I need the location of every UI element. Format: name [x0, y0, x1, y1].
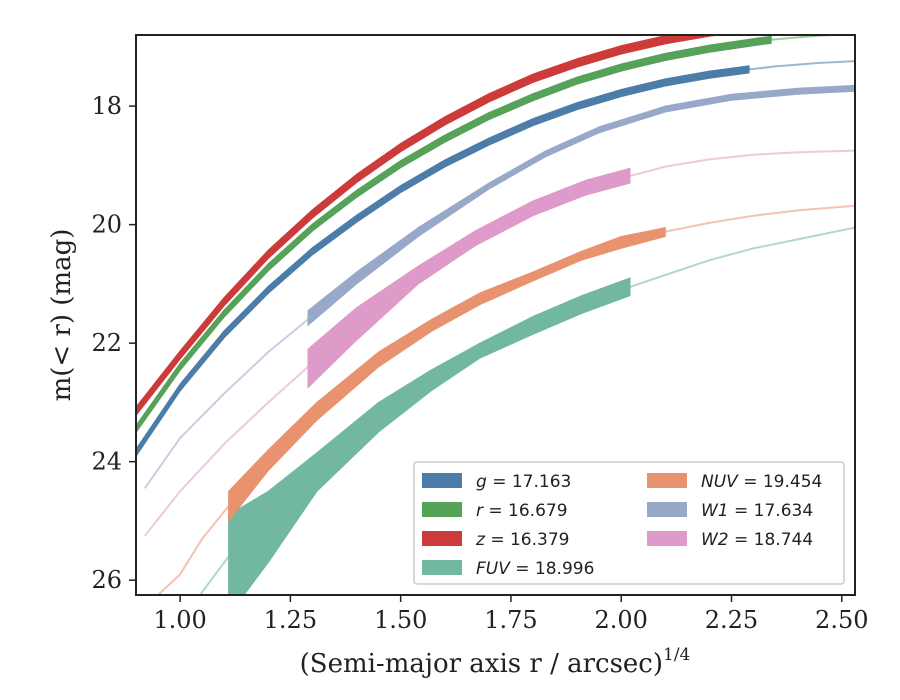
legend-label-value: = 16.379	[485, 530, 570, 550]
series-w1-extrapolation	[143, 318, 309, 489]
legend-item-g: g = 17.163	[422, 472, 571, 492]
y-tick-label: 18	[91, 92, 122, 120]
x-tick-label: 1.25	[264, 606, 317, 634]
series-z	[136, 17, 855, 417]
legend-swatch	[647, 531, 687, 546]
series-w2-extrapolation-outer	[629, 149, 855, 177]
series-w2	[144, 149, 855, 537]
legend-swatch	[422, 560, 462, 575]
series-w2-band	[307, 167, 631, 389]
series-w1-band	[307, 84, 855, 327]
legend-item-z: z = 16.379	[422, 530, 569, 550]
legend-label-var: g	[476, 472, 487, 492]
legend-label: g = 17.163	[476, 472, 571, 492]
series-r	[136, 35, 852, 434]
series-z-extrapolation	[798, 17, 855, 21]
series-z-band	[136, 35, 723, 417]
legend-swatch	[422, 502, 462, 517]
y-tick-label: 26	[91, 566, 122, 594]
series-w2-extrapolation	[144, 366, 309, 537]
legend-label-var: FUV	[476, 559, 511, 579]
legend-label: z = 16.379	[475, 530, 569, 550]
series-r-extrapolation	[771, 35, 852, 41]
x-tick-label: 1.00	[153, 606, 206, 634]
series-fuv	[199, 226, 855, 595]
legend-item-fuv: FUV = 18.996	[422, 559, 594, 579]
plot-frame	[135, 34, 856, 596]
legend-label-var: W2	[701, 530, 729, 550]
legend-label-value: = 17.163	[487, 472, 572, 492]
legend-label-var: W1	[701, 501, 729, 521]
legend-item-w1: W1 = 17.634	[647, 501, 813, 521]
legend-item-r: r = 16.679	[422, 501, 568, 521]
x-axis-label-main: (Semi-major axis r / arcsec)	[300, 649, 663, 679]
x-tick-label: 2.00	[594, 606, 647, 634]
legend-label: NUV = 19.454	[701, 472, 822, 492]
series-g	[136, 60, 855, 458]
legend-label: FUV = 18.996	[476, 559, 594, 579]
series-fuv-band	[228, 277, 631, 595]
x-tick-label: 2.25	[705, 606, 758, 634]
legend-item-nuv: NUV = 19.454	[647, 472, 822, 492]
y-tick-label: 24	[91, 448, 122, 476]
series-nuv	[157, 204, 855, 595]
legend-label-var: NUV	[701, 472, 739, 492]
legend-label-value: = 18.744	[729, 530, 814, 550]
x-axis-label-exponent: 1/4	[663, 645, 690, 665]
series-r-band	[136, 35, 772, 434]
legend-label-value: = 17.634	[729, 501, 814, 521]
legend-label: r = 16.679	[476, 501, 568, 521]
y-axis: 18 20 22 24 26	[91, 92, 136, 594]
x-tick-label: 1.75	[484, 606, 537, 634]
x-tick-label: 1.50	[374, 606, 427, 634]
legend-label-var: z	[475, 530, 486, 550]
y-tick-label: 22	[91, 329, 122, 357]
legend-label: W2 = 18.744	[701, 530, 813, 550]
legend-label-var: r	[476, 501, 484, 521]
legend-box	[413, 461, 845, 585]
legend-swatch	[647, 502, 687, 517]
x-axis-label: (Semi-major axis r / arcsec)1/4	[300, 645, 691, 679]
legend-swatch	[422, 531, 462, 546]
legend-label-value: = 16.679	[483, 501, 568, 521]
legend-label-value: = 19.454	[738, 472, 823, 492]
legend-swatch	[647, 473, 687, 488]
legend-swatch	[422, 473, 462, 488]
series-fuv-extrapolation-outer	[629, 226, 855, 288]
series-nuv-band	[228, 226, 666, 523]
y-axis-label: m(< r) (mag)	[47, 229, 77, 402]
series-fuv-extrapolation	[199, 555, 230, 595]
x-tick-label: 2.50	[815, 606, 868, 634]
x-axis: 1.00 1.25 1.50 1.75 2.00 2.25 2.50	[153, 595, 868, 634]
legend-label: W1 = 17.634	[701, 501, 813, 521]
series-g-extrapolation	[748, 60, 855, 71]
legend-item-w2: W2 = 18.744	[647, 530, 813, 550]
series-layer	[136, 17, 855, 595]
series-nuv-extrapolation-outer	[665, 204, 855, 233]
legend-label-value: = 18.996	[510, 559, 595, 579]
series-g-band	[136, 65, 750, 458]
series-nuv-extrapolation	[157, 505, 230, 595]
series-w1	[143, 84, 855, 489]
y-tick-label: 20	[91, 211, 122, 239]
